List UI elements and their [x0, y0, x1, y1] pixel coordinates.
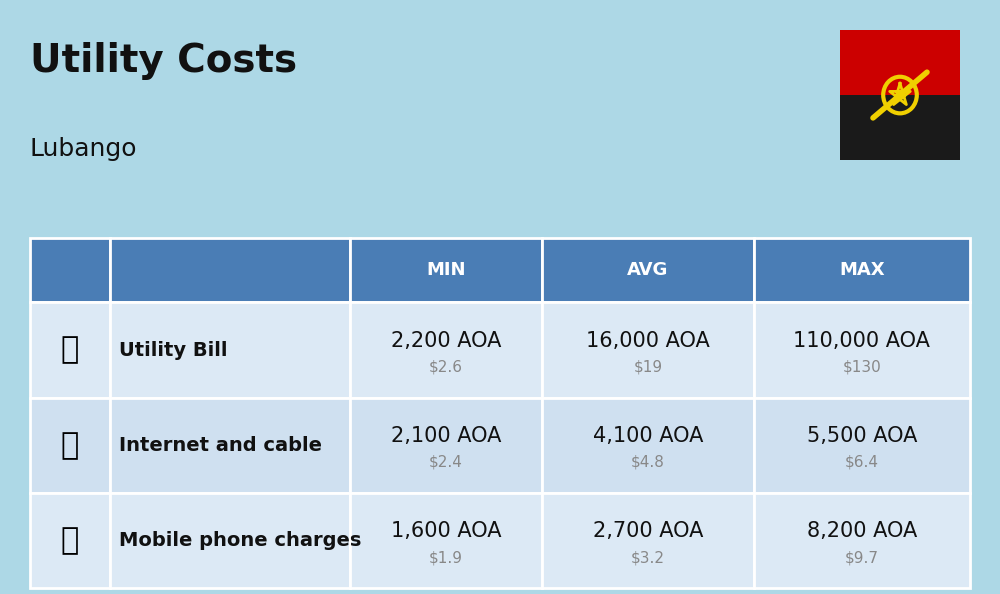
Text: Internet and cable: Internet and cable	[119, 436, 322, 455]
Text: $4.8: $4.8	[631, 455, 665, 470]
FancyBboxPatch shape	[542, 302, 754, 397]
Text: $9.7: $9.7	[845, 550, 879, 565]
Text: 2,100 AOA: 2,100 AOA	[391, 426, 501, 446]
Text: $130: $130	[843, 360, 881, 375]
FancyBboxPatch shape	[542, 397, 754, 493]
FancyBboxPatch shape	[754, 302, 970, 397]
FancyBboxPatch shape	[350, 238, 542, 302]
FancyBboxPatch shape	[30, 493, 110, 588]
FancyBboxPatch shape	[542, 493, 754, 588]
Text: $6.4: $6.4	[845, 455, 879, 470]
FancyBboxPatch shape	[30, 238, 110, 302]
FancyBboxPatch shape	[754, 397, 970, 493]
Bar	[840, 30, 960, 95]
FancyBboxPatch shape	[754, 238, 970, 302]
Text: $1.9: $1.9	[429, 550, 463, 565]
Text: MAX: MAX	[839, 261, 885, 279]
Text: $19: $19	[633, 360, 663, 375]
Text: 📡: 📡	[61, 431, 79, 460]
Text: AVG: AVG	[627, 261, 669, 279]
Text: 4,100 AOA: 4,100 AOA	[593, 426, 703, 446]
FancyBboxPatch shape	[754, 493, 970, 588]
Text: Mobile phone charges: Mobile phone charges	[119, 531, 362, 550]
Text: $2.4: $2.4	[429, 455, 463, 470]
Text: $2.6: $2.6	[429, 360, 463, 375]
FancyBboxPatch shape	[110, 238, 350, 302]
Text: 16,000 AOA: 16,000 AOA	[586, 330, 710, 350]
FancyBboxPatch shape	[30, 302, 110, 397]
Text: 🔧: 🔧	[61, 336, 79, 365]
Text: Utility Costs: Utility Costs	[30, 42, 297, 80]
Text: 110,000 AOA: 110,000 AOA	[793, 330, 930, 350]
Text: 1,600 AOA: 1,600 AOA	[391, 521, 501, 541]
Text: MIN: MIN	[426, 261, 466, 279]
Text: Utility Bill: Utility Bill	[119, 340, 228, 359]
Text: 5,500 AOA: 5,500 AOA	[807, 426, 917, 446]
Text: 8,200 AOA: 8,200 AOA	[807, 521, 917, 541]
Text: Lubango: Lubango	[30, 137, 138, 160]
Text: $3.2: $3.2	[631, 550, 665, 565]
FancyBboxPatch shape	[110, 493, 350, 588]
FancyBboxPatch shape	[30, 397, 110, 493]
Text: 2,700 AOA: 2,700 AOA	[593, 521, 703, 541]
FancyBboxPatch shape	[350, 397, 542, 493]
FancyBboxPatch shape	[542, 238, 754, 302]
FancyBboxPatch shape	[350, 493, 542, 588]
FancyBboxPatch shape	[110, 302, 350, 397]
Text: 2,200 AOA: 2,200 AOA	[391, 330, 501, 350]
FancyBboxPatch shape	[110, 397, 350, 493]
Text: 📱: 📱	[61, 526, 79, 555]
FancyBboxPatch shape	[350, 302, 542, 397]
Bar	[840, 95, 960, 160]
